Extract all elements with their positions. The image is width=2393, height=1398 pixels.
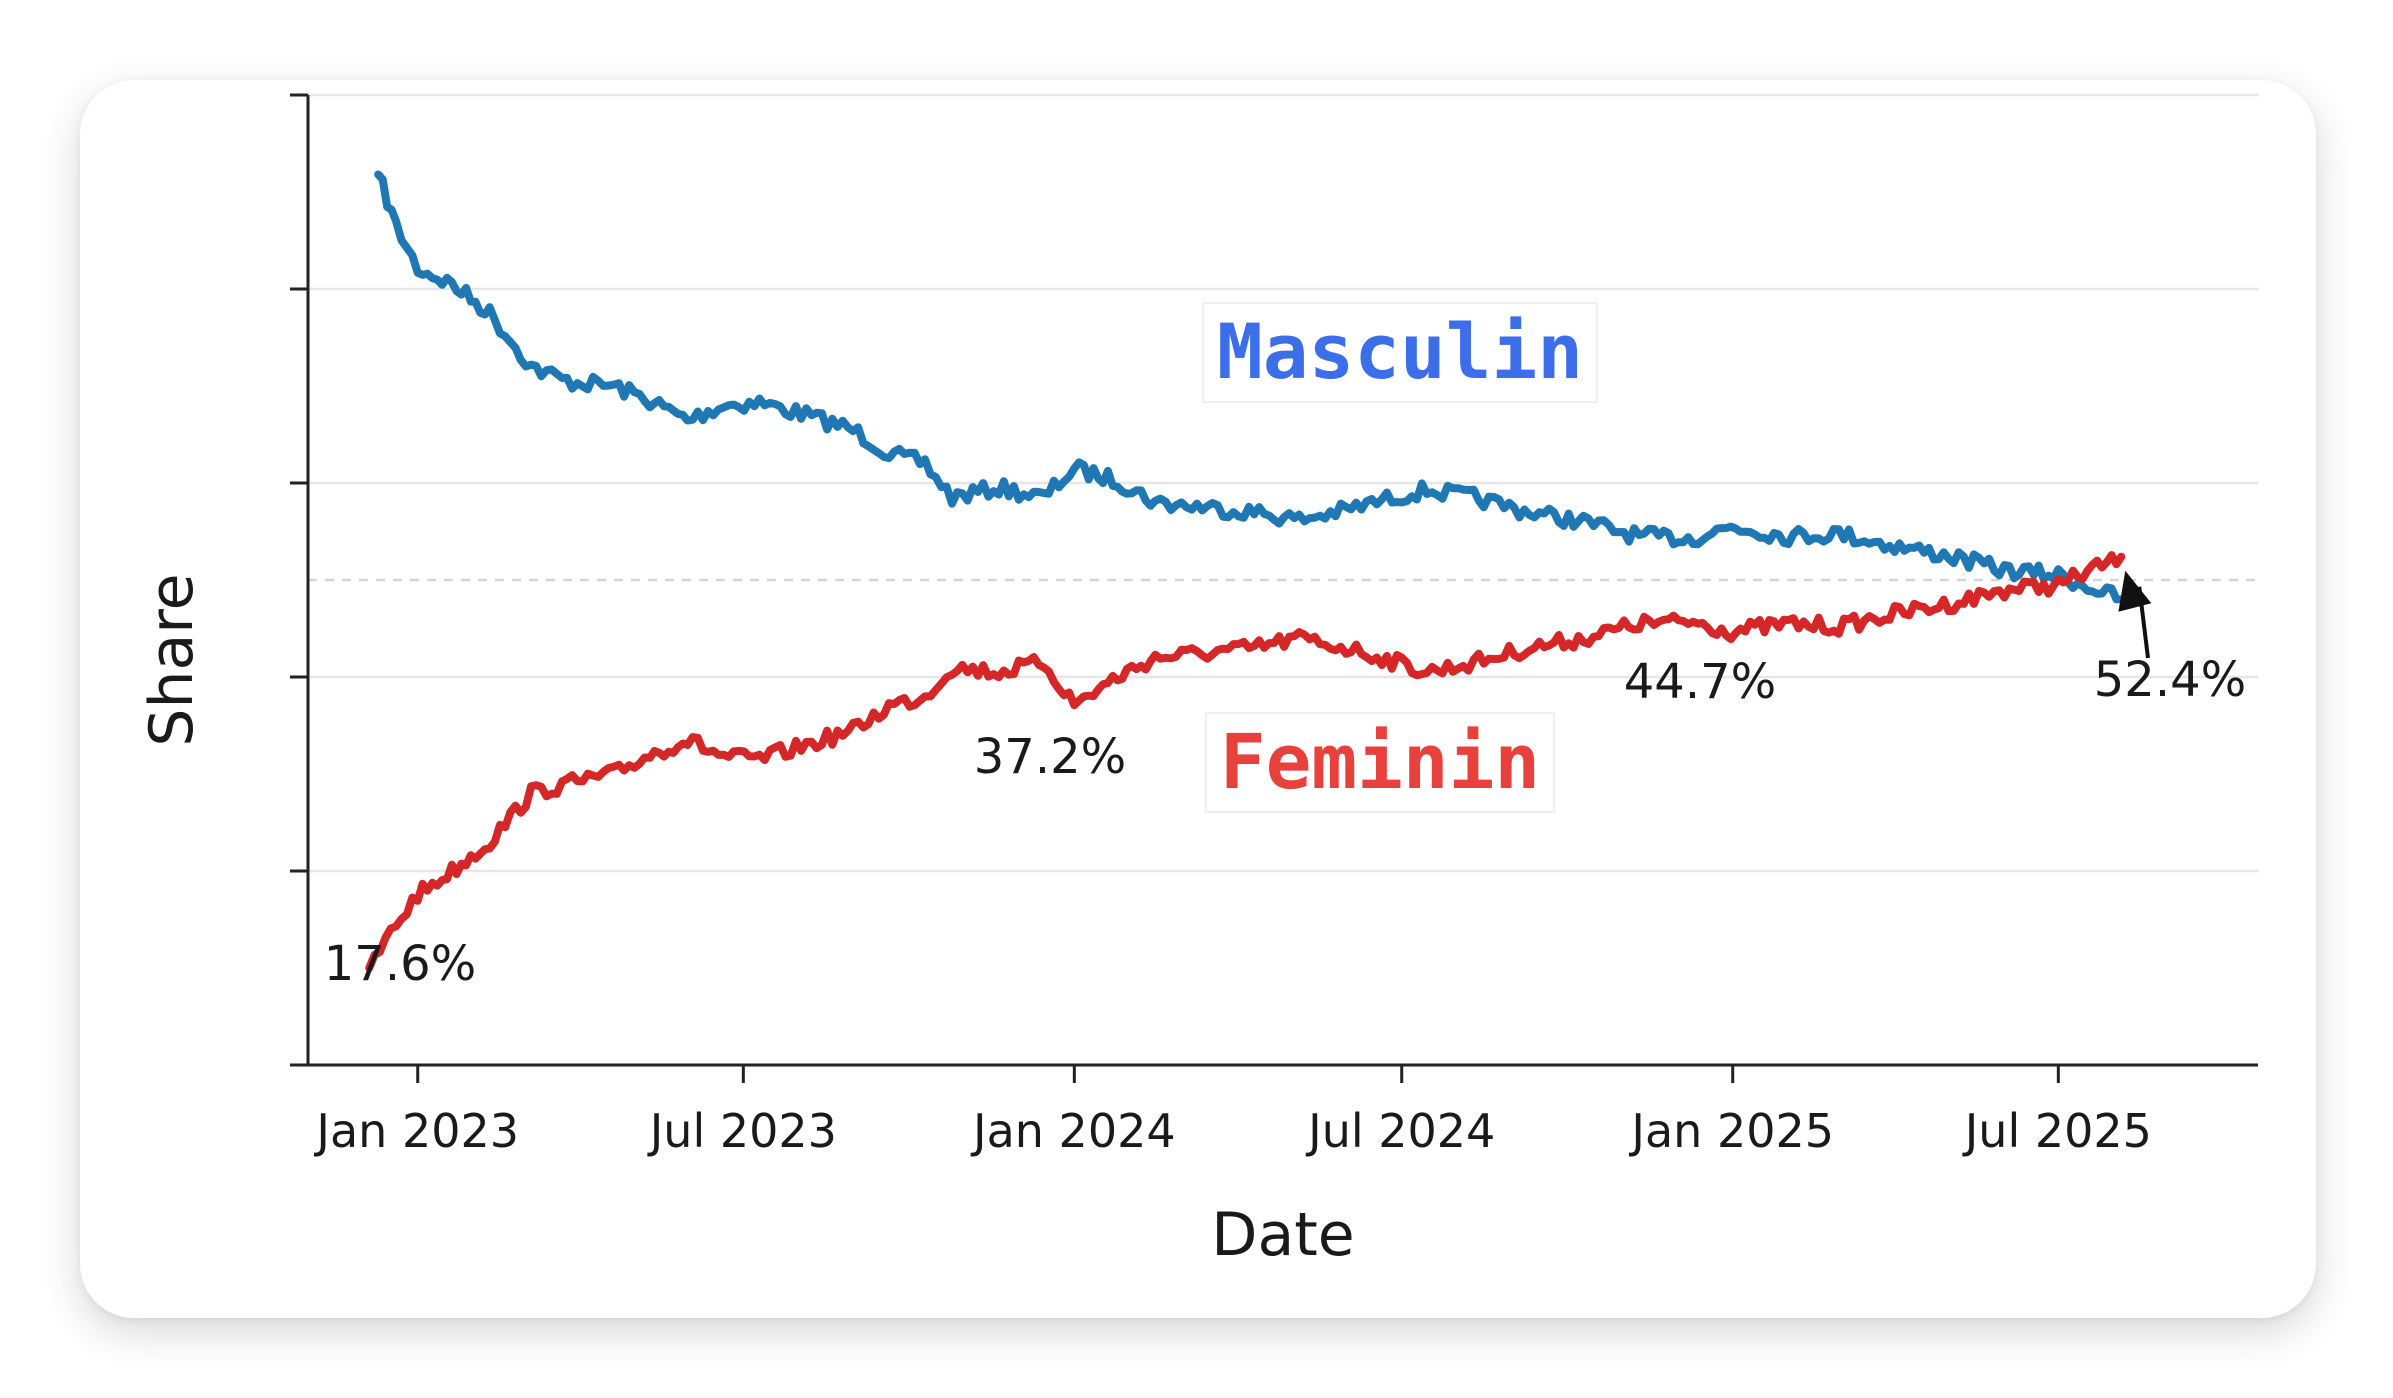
series-label-masculin-group: Masculin bbox=[1201, 302, 1599, 403]
series-label-feminin: Feminin bbox=[1220, 717, 1540, 806]
line-chart: Jan 2023 Jul 2023 Jan 2024 Jul 2024 Jan 2025… bbox=[137, 93, 2258, 1270]
series-label-box-feminin bbox=[1204, 712, 1556, 813]
series-line-feminin bbox=[365, 551, 2126, 972]
annotation-0: 17.6% bbox=[324, 936, 476, 992]
y-axis-title: Share bbox=[137, 573, 207, 746]
x-tick-label-3: Jul 2024 bbox=[1305, 1104, 1495, 1158]
series-label-box-masculin bbox=[1201, 302, 1599, 403]
chart-labels: Masculin Feminin 17.6% 37.2% 44.7% 52.4% bbox=[324, 302, 2246, 992]
x-axis-title: Date bbox=[1211, 1200, 1354, 1270]
axes: Jan 2023 Jul 2023 Jan 2024 Jul 2024 Jan 2025… bbox=[137, 93, 2258, 1270]
annotation-2: 44.7% bbox=[1624, 654, 1776, 710]
series-lines bbox=[365, 170, 2126, 972]
annotation-arrow-head bbox=[2118, 570, 2152, 612]
annotation-3: 52.4% bbox=[2094, 652, 2246, 708]
x-tick-label-0: Jan 2023 bbox=[313, 1104, 519, 1158]
x-tick-label-1: Jul 2023 bbox=[647, 1104, 837, 1158]
annotation-1: 37.2% bbox=[974, 729, 1126, 785]
grid-lines bbox=[308, 93, 2258, 873]
chart-card: Jan 2023 Jul 2023 Jan 2024 Jul 2024 Jan 2025… bbox=[80, 80, 2316, 1318]
x-tick-label-2: Jan 2024 bbox=[970, 1104, 1176, 1158]
x-tick-label-5: Jul 2025 bbox=[1962, 1104, 2152, 1158]
series-line-masculin bbox=[374, 170, 2126, 604]
series-label-feminin-group: Feminin bbox=[1204, 712, 1556, 813]
series-label-masculin: Masculin bbox=[1217, 307, 1583, 396]
x-tick-label-4: Jan 2025 bbox=[1628, 1104, 1834, 1158]
